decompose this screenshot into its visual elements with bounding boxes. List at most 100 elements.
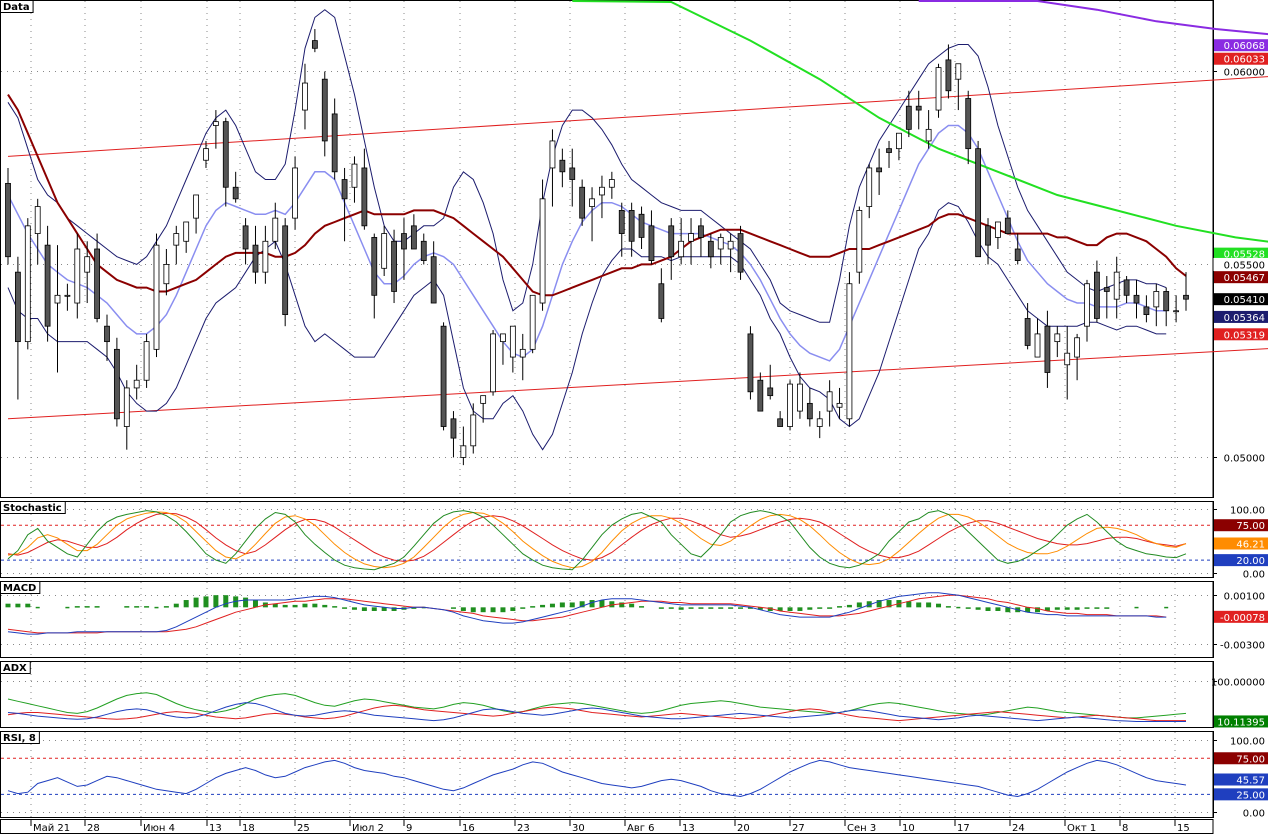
candle-body xyxy=(608,179,615,188)
macd-hist-bar xyxy=(1005,607,1011,613)
candle-body xyxy=(826,391,833,412)
candle-body xyxy=(262,240,269,273)
macd-hist-bar xyxy=(985,607,991,611)
macd-hist-bar xyxy=(668,607,674,609)
price-label-box xyxy=(1214,52,1268,65)
macd-hist-bar xyxy=(272,603,278,608)
candle-body xyxy=(1103,287,1110,292)
candle-body xyxy=(589,198,595,207)
price-label: 45.57 xyxy=(1236,776,1265,787)
candle-body xyxy=(579,186,586,219)
macd-hist-bar xyxy=(144,606,150,608)
candle-body xyxy=(410,225,417,250)
candle-body xyxy=(1034,333,1041,358)
macd-hist-bar xyxy=(1054,607,1060,610)
panel-frame xyxy=(0,731,1214,818)
price-label-box xyxy=(1213,257,1268,271)
macd-hist-bar xyxy=(1084,607,1090,609)
x-tick-label: 18 xyxy=(242,823,255,834)
macd-hist-bar xyxy=(1134,606,1139,609)
candle-body xyxy=(500,333,506,343)
candle-body xyxy=(559,159,566,173)
macd-hist-bar xyxy=(1104,607,1110,609)
macd-hist-bar xyxy=(322,604,328,608)
stoch-d-line xyxy=(7,511,1187,569)
macd-hist-bar xyxy=(1074,607,1080,610)
candle-body xyxy=(14,271,21,343)
candle-body xyxy=(1153,291,1160,308)
candle-body xyxy=(816,418,823,427)
bollinger-mid-line xyxy=(7,124,1167,362)
macd-hist-bar xyxy=(5,603,11,608)
macd-hist-bar xyxy=(767,607,773,611)
macd-hist-bar xyxy=(609,601,615,608)
panel-frame xyxy=(0,501,1214,578)
candle-body xyxy=(302,82,308,111)
candle-body xyxy=(203,148,209,161)
macd-hist-bar xyxy=(559,602,565,608)
macd-hist-bar xyxy=(777,607,783,611)
panel-name-box xyxy=(0,731,40,744)
macd-hist-bar xyxy=(728,607,734,609)
price-label-box xyxy=(1214,328,1268,341)
candle-body xyxy=(846,283,853,420)
y-tick-label: 100.00 xyxy=(1230,506,1265,517)
macd-hist-bar xyxy=(411,607,417,609)
adx-plus-di-line xyxy=(7,692,1187,719)
price-label: 75.00 xyxy=(1236,754,1265,765)
price-label-box xyxy=(1214,715,1268,728)
macd-hist-bar xyxy=(391,607,397,611)
macd-hist-bar xyxy=(500,607,506,613)
candle-body xyxy=(252,244,259,273)
macd-hist-bar xyxy=(15,603,21,608)
candle-body xyxy=(480,395,487,404)
macd-hist-bar xyxy=(757,607,763,610)
price-label: -0.00078 xyxy=(1220,613,1265,624)
panel-name: MACD xyxy=(3,583,36,594)
macd-hist-bar xyxy=(223,595,229,608)
macd-hist-bar xyxy=(134,606,140,608)
x-tick-label: Июл 2 xyxy=(352,823,384,834)
macd-hist-bar xyxy=(629,603,635,608)
price-label: 0.06033 xyxy=(1224,55,1265,66)
x-tick-label: 9 xyxy=(406,823,412,834)
candle-body xyxy=(1143,306,1150,316)
candle-body xyxy=(569,167,576,180)
candle-body xyxy=(539,198,546,304)
macd-hist-bar xyxy=(460,607,466,611)
macd-hist-bar xyxy=(490,607,496,613)
macd-hist-bar xyxy=(1094,607,1100,609)
price-label: 46.21 xyxy=(1236,539,1265,550)
price-label: 0.06068 xyxy=(1224,41,1265,52)
macd-hist-bar xyxy=(975,607,981,610)
x-tick-label: 28 xyxy=(87,823,100,834)
candle-body xyxy=(1054,333,1061,343)
macd-hist-bar xyxy=(233,596,239,608)
panel-name-box xyxy=(0,0,34,13)
price-label: 0.05528 xyxy=(1224,250,1265,261)
x-tick-label: 8 xyxy=(1122,823,1128,834)
x-tick-label: 17 xyxy=(957,823,970,834)
macd-hist-bar xyxy=(926,602,932,608)
candle-body xyxy=(727,240,734,250)
candle-body xyxy=(94,248,100,319)
panel-adx: 100.00000 ADX 10.11395 xyxy=(0,661,1268,728)
price-label: 10.11395 xyxy=(1217,717,1265,728)
x-axis: Май 21 28 Июн 4 13 18 25 Июл 2 9 16 23 30 Авг 6 13 20… xyxy=(0,819,1214,834)
candle-body xyxy=(351,163,358,188)
candle-body xyxy=(1133,294,1140,304)
candle-body xyxy=(618,210,625,234)
macd-hist-bar xyxy=(916,602,922,608)
macd-hist-bar xyxy=(302,603,308,608)
panel-frame xyxy=(0,581,1214,658)
panel-name: ADX xyxy=(3,663,27,674)
x-tick-label: 20 xyxy=(737,823,750,834)
candle-body xyxy=(34,206,41,234)
candle-body xyxy=(678,240,685,258)
candle-body xyxy=(84,256,91,273)
price-label: 75.00 xyxy=(1236,521,1265,532)
x-axis-frame xyxy=(0,819,1214,834)
stoch-k-line xyxy=(7,510,1187,571)
candle-body xyxy=(1173,310,1180,313)
adx-line xyxy=(7,702,1186,722)
